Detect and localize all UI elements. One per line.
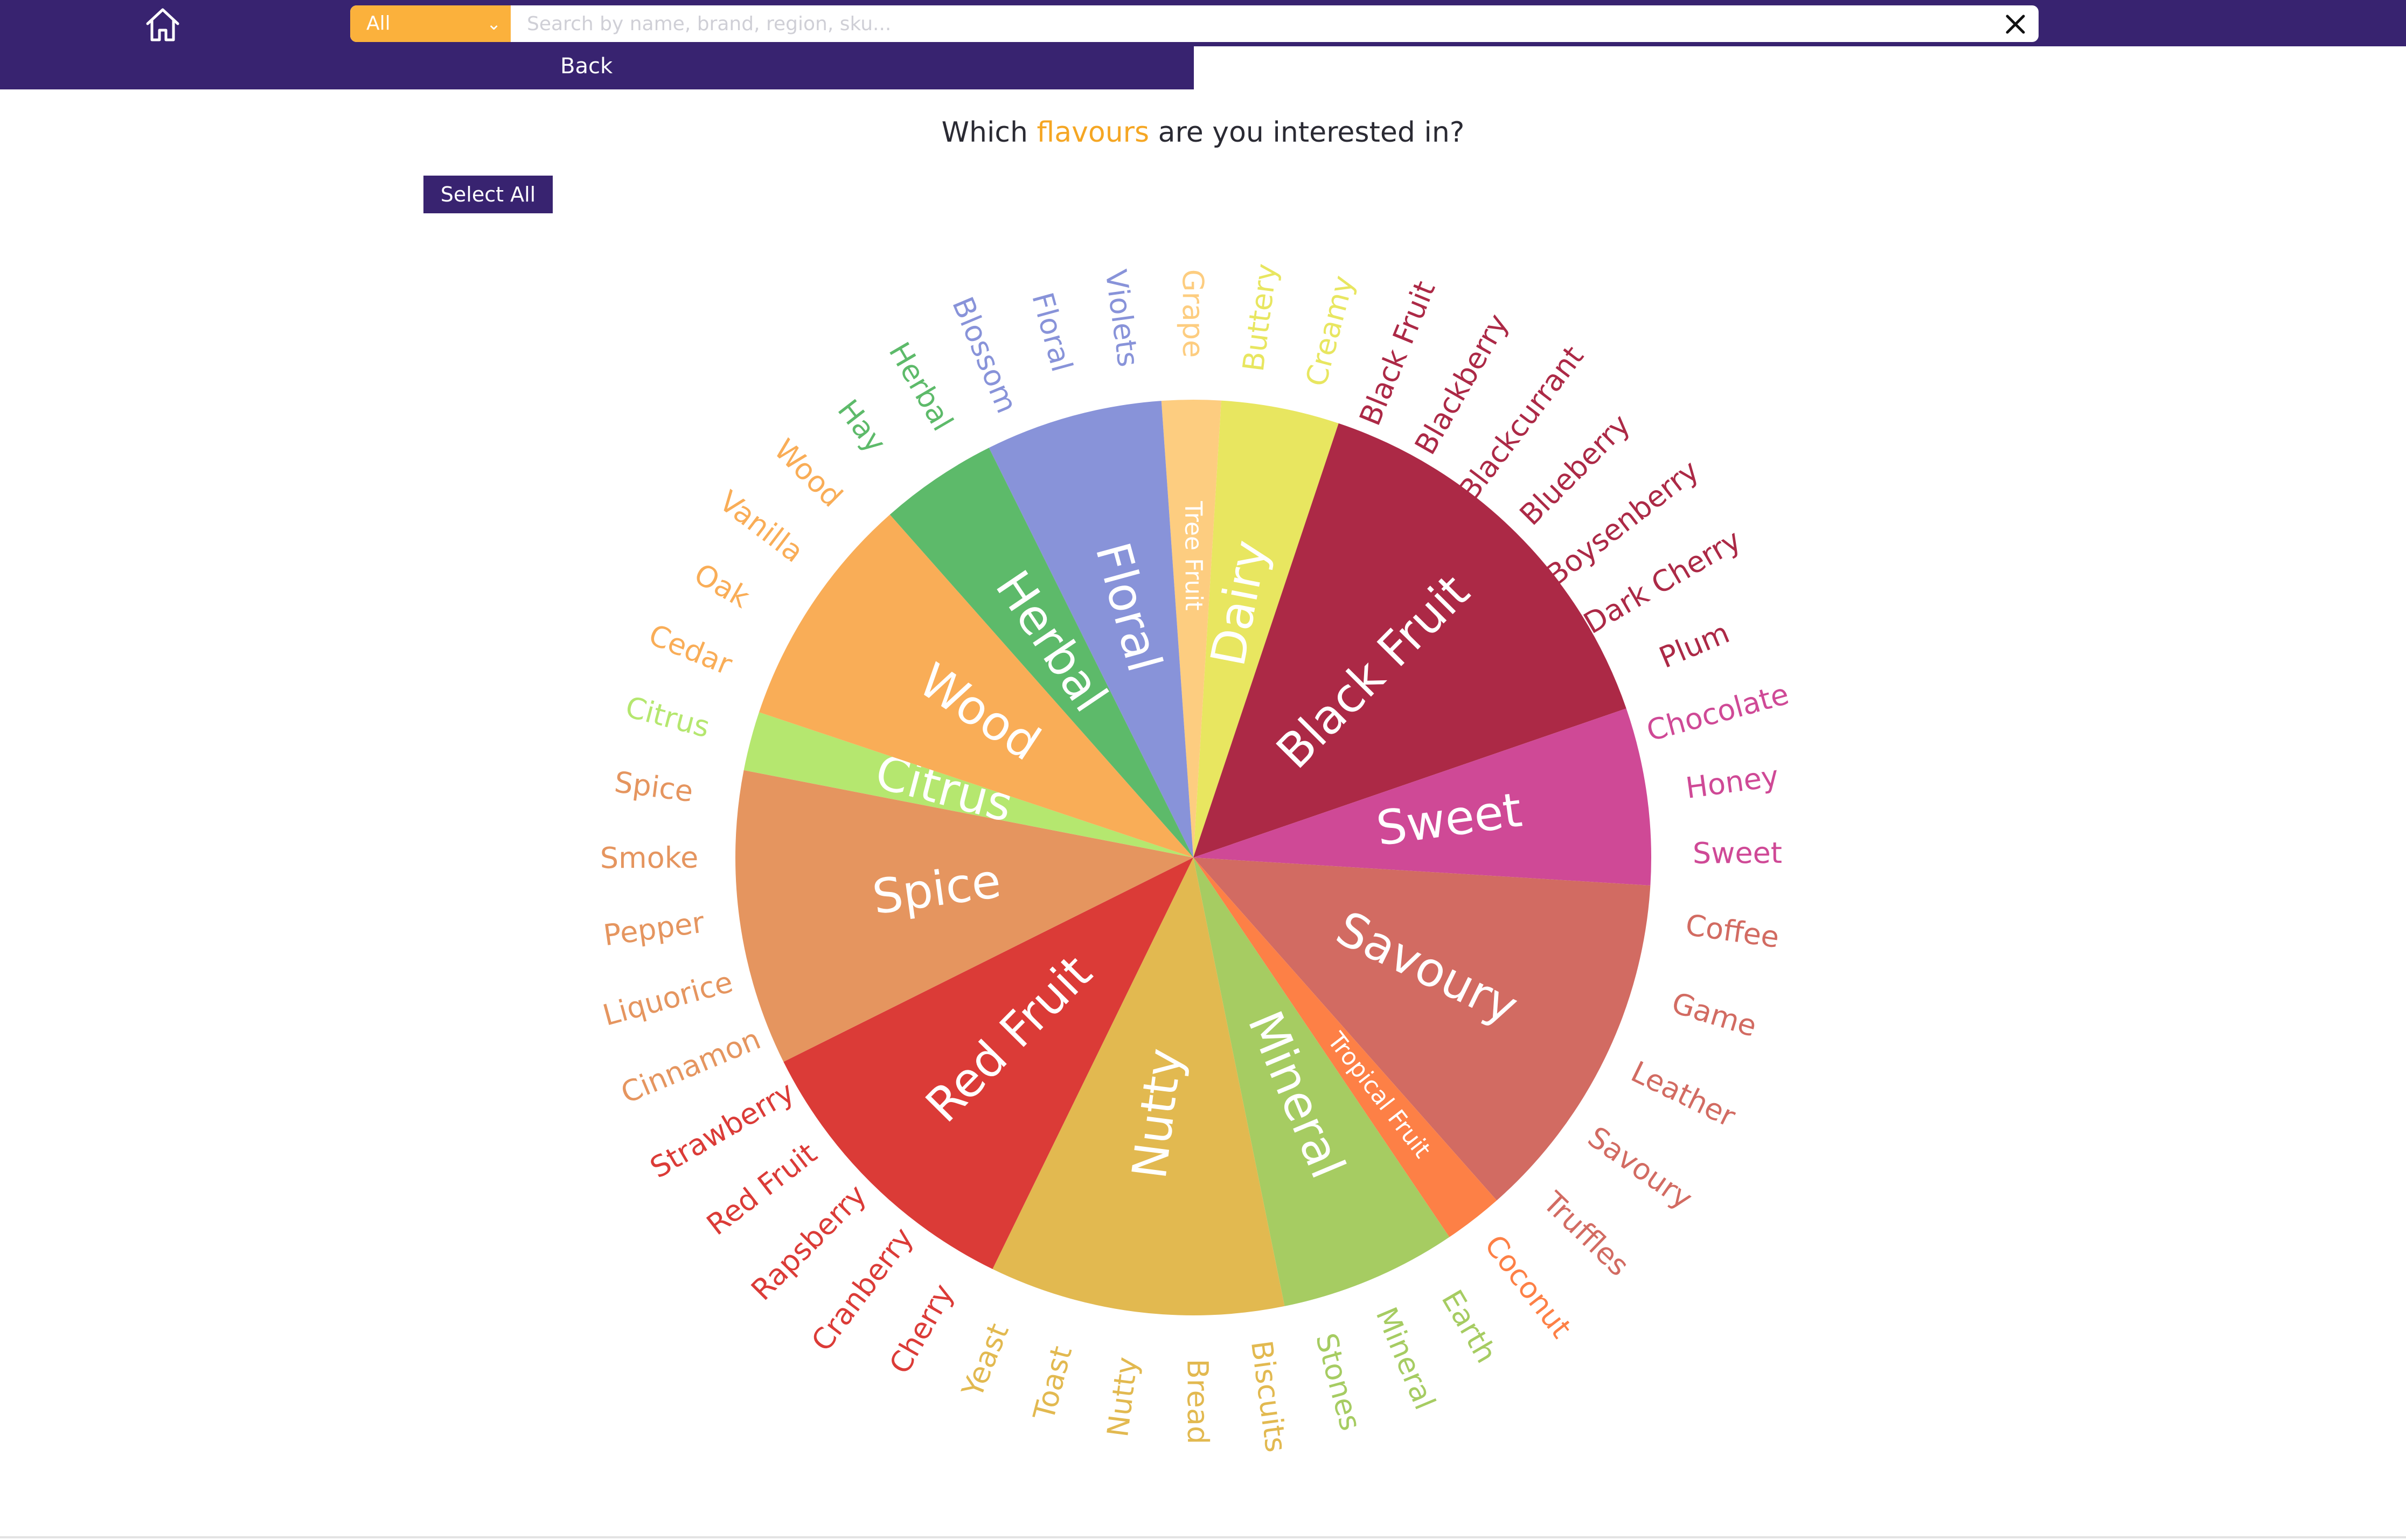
question-highlight: flavours bbox=[1037, 116, 1150, 149]
flavour-option-tree-fruit-1[interactable]: Grape bbox=[1176, 269, 1211, 358]
flavour-option-floral-1[interactable]: Blossom bbox=[945, 292, 1024, 418]
select-all-button[interactable]: Select All bbox=[423, 176, 553, 213]
flavour-option-nutty-1[interactable]: Biscuits bbox=[1244, 1339, 1294, 1454]
search-bar: All ⌄ bbox=[350, 5, 2039, 42]
flavour-option-black-fruit-7[interactable]: Plum bbox=[1654, 616, 1734, 675]
wheel-segment-nutty[interactable]: Nutty bbox=[992, 858, 1285, 1315]
flavour-option-wood-4[interactable]: Wood bbox=[768, 433, 849, 514]
search-input[interactable] bbox=[511, 5, 1985, 42]
flavour-option-spice-1[interactable]: Cinnamon bbox=[616, 1022, 766, 1110]
wheel-wedge-tropical-fruit[interactable] bbox=[1193, 858, 1497, 1237]
wheel-wedge-mineral[interactable] bbox=[1193, 858, 1450, 1306]
flavour-option-wood-2[interactable]: Oak bbox=[689, 557, 756, 615]
flavour-option-spice-2[interactable]: Liquorice bbox=[599, 965, 736, 1033]
close-icon[interactable] bbox=[2001, 10, 2030, 39]
wheel-segment-black-fruit[interactable]: Black Fruit bbox=[1193, 423, 1626, 858]
back-button[interactable]: Back bbox=[560, 54, 613, 79]
chevron-down-icon: ⌄ bbox=[486, 13, 501, 34]
wheel-wedge-sweet[interactable] bbox=[1193, 708, 1651, 886]
wheel-segment-savoury[interactable]: Savoury bbox=[1193, 858, 1651, 1201]
page-question: Which flavours are you interested in? bbox=[0, 116, 2406, 149]
flavour-option-nutty-5[interactable]: Yeast bbox=[955, 1319, 1016, 1403]
back-bar bbox=[0, 46, 1194, 89]
wheel-segment-floral[interactable]: Floral bbox=[989, 401, 1193, 858]
wheel-wedge-savoury[interactable] bbox=[1193, 858, 1651, 1201]
category-select[interactable]: All ⌄ bbox=[350, 5, 511, 42]
flavour-option-citrus-1[interactable]: Citrus bbox=[622, 689, 713, 744]
flavour-option-tropical-fruit-1[interactable]: Coconut bbox=[1478, 1229, 1578, 1344]
wheel-wedge-wood[interactable] bbox=[759, 514, 1193, 858]
flavour-option-herbal-2[interactable]: Herbal bbox=[882, 337, 959, 437]
wheel-wedge-black-fruit[interactable] bbox=[1193, 423, 1626, 858]
flavour-option-floral-3[interactable]: Violets bbox=[1098, 268, 1145, 369]
flavour-option-sweet-3[interactable]: Sweet bbox=[1693, 836, 1782, 870]
wheel-segment-spice[interactable]: Spice bbox=[735, 770, 1193, 1062]
flavour-option-savoury-3[interactable]: Leather bbox=[1626, 1055, 1741, 1134]
wheel-segment-tree-fruit[interactable]: Tree Fruit bbox=[1161, 400, 1221, 858]
flavour-option-nutty-4[interactable]: Toast bbox=[1027, 1342, 1079, 1424]
wheel-segment-wood[interactable]: Wood bbox=[759, 514, 1193, 858]
wheel-wedge-floral[interactable] bbox=[989, 401, 1193, 858]
flavour-option-herbal-1[interactable]: Hay bbox=[831, 393, 892, 459]
flavour-option-sweet-2[interactable]: Honey bbox=[1684, 759, 1781, 805]
flavour-option-savoury-2[interactable]: Game bbox=[1668, 986, 1761, 1043]
wheel-wedge-dairy[interactable] bbox=[1193, 400, 1339, 858]
flavour-option-savoury-4[interactable]: Savoury bbox=[1582, 1120, 1699, 1216]
wheel-wedge-nutty[interactable] bbox=[992, 858, 1285, 1315]
flavour-option-mineral-2[interactable]: Mineral bbox=[1369, 1302, 1442, 1414]
wheel-wedge-citrus[interactable] bbox=[743, 712, 1193, 858]
wheel-segment-sweet[interactable]: Sweet bbox=[1193, 708, 1651, 886]
flavour-option-savoury-1[interactable]: Coffee bbox=[1684, 908, 1781, 954]
flavour-option-nutty-3[interactable]: Nutty bbox=[1101, 1355, 1144, 1439]
flavour-option-floral-2[interactable]: Floral bbox=[1025, 289, 1079, 375]
footer-divider bbox=[0, 1536, 2406, 1538]
wheel-wedge-tree-fruit[interactable] bbox=[1161, 400, 1221, 858]
flavour-option-mineral-1[interactable]: Earth bbox=[1435, 1284, 1503, 1369]
category-select-value: All bbox=[366, 12, 391, 34]
flavour-option-spice-5[interactable]: Spice bbox=[613, 765, 695, 809]
wheel-wedge-herbal[interactable] bbox=[889, 448, 1193, 858]
home-icon[interactable] bbox=[141, 3, 184, 46]
flavour-option-red-fruit-1[interactable]: Cherry bbox=[882, 1278, 960, 1379]
flavour-option-mineral-3[interactable]: Stones bbox=[1309, 1329, 1368, 1434]
wheel-category-label-tree-fruit[interactable]: Tree Fruit bbox=[1179, 500, 1207, 610]
wheel-wedge-red-fruit[interactable] bbox=[783, 858, 1193, 1269]
question-text-start: Which bbox=[941, 116, 1037, 149]
flavour-option-wood-3[interactable]: Vanilla bbox=[713, 484, 810, 569]
flavour-option-savoury-5[interactable]: Truffles bbox=[1536, 1185, 1636, 1283]
flavour-option-dairy-2[interactable]: Creamy bbox=[1299, 272, 1360, 390]
wheel-wedge-spice[interactable] bbox=[735, 770, 1193, 1062]
question-text-end: are you interested in? bbox=[1149, 116, 1465, 149]
flavour-option-dairy-1[interactable]: Buttery bbox=[1236, 262, 1284, 373]
flavour-option-spice-4[interactable]: Smoke bbox=[600, 841, 699, 875]
flavour-option-spice-3[interactable]: Pepper bbox=[601, 905, 706, 952]
flavour-option-sweet-1[interactable]: Chocolate bbox=[1643, 677, 1792, 748]
flavour-option-wood-1[interactable]: Cedar bbox=[644, 617, 737, 681]
flavour-option-nutty-2[interactable]: Bread bbox=[1180, 1359, 1215, 1445]
